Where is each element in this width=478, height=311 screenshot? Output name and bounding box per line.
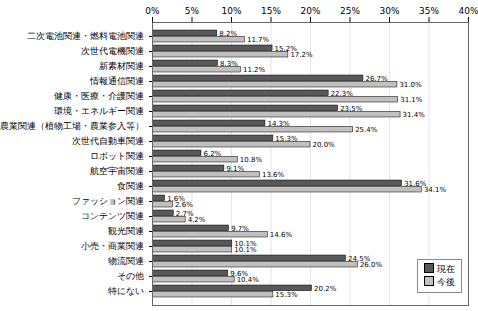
- svg-text:15%: 15%: [261, 6, 281, 16]
- svg-text:物流関連: 物流関連: [108, 256, 144, 266]
- svg-text:11.7%: 11.7%: [247, 36, 270, 44]
- svg-text:観光関連: 観光関連: [108, 226, 144, 236]
- svg-text:31.1%: 31.1%: [400, 96, 423, 104]
- svg-text:26.0%: 26.0%: [360, 261, 383, 269]
- svg-text:その他: その他: [117, 271, 144, 281]
- svg-text:25%: 25%: [340, 6, 360, 16]
- svg-text:15.2%: 15.2%: [274, 44, 297, 53]
- svg-text:コンテンツ関連: コンテンツ関連: [81, 211, 144, 221]
- svg-text:9.7%: 9.7%: [231, 224, 249, 233]
- svg-text:ロボット関連: ロボット関連: [90, 151, 144, 161]
- svg-text:10.1%: 10.1%: [234, 246, 257, 254]
- svg-text:24.5%: 24.5%: [348, 254, 371, 263]
- svg-text:30%: 30%: [379, 6, 399, 16]
- html-text:現在: 現在: [437, 264, 455, 274]
- svg-text:34.1%: 34.1%: [424, 186, 447, 194]
- svg-text:9.1%: 9.1%: [226, 164, 245, 173]
- svg-text:31.0%: 31.0%: [399, 81, 422, 89]
- svg-text:26.7%: 26.7%: [365, 74, 388, 83]
- svg-text:次世代自動車関連: 次世代自動車関連: [72, 136, 144, 146]
- svg-text:8.2%: 8.2%: [219, 29, 238, 38]
- svg-text:10.1%: 10.1%: [234, 239, 257, 248]
- svg-text:0%: 0%: [145, 6, 160, 16]
- svg-text:健康・医療・介護関連: 健康・医療・介護関連: [54, 91, 144, 101]
- svg-text:22.3%: 22.3%: [330, 89, 353, 98]
- svg-text:新素材関連: 新素材関連: [99, 61, 144, 71]
- svg-text:11.2%: 11.2%: [243, 66, 266, 74]
- svg-text:5%: 5%: [185, 6, 200, 16]
- svg-text:6.2%: 6.2%: [203, 149, 222, 158]
- svg-text:40%: 40%: [458, 6, 478, 16]
- svg-text:2.7%: 2.7%: [175, 209, 194, 218]
- svg-text:1.6%: 1.6%: [167, 194, 185, 203]
- svg-text:31.6%: 31.6%: [404, 179, 427, 188]
- svg-text:31.4%: 31.4%: [403, 111, 426, 119]
- svg-text:10.4%: 10.4%: [237, 276, 260, 284]
- svg-text:20.0%: 20.0%: [313, 141, 336, 149]
- svg-text:14.3%: 14.3%: [267, 119, 290, 128]
- svg-text:二次電池関連・燃料電池関連: 二次電池関連・燃料電池関連: [27, 31, 144, 41]
- svg-text:次世代電機関連: 次世代電機関連: [81, 46, 144, 56]
- svg-text:2.6%: 2.6%: [175, 201, 193, 209]
- svg-text:食関連: 食関連: [117, 181, 144, 191]
- svg-text:35%: 35%: [419, 6, 439, 16]
- html-text:今後: 今後: [437, 277, 455, 287]
- svg-text:4.2%: 4.2%: [188, 216, 206, 224]
- svg-text:特にない: 特にない: [108, 286, 144, 296]
- svg-text:ファッション関連: ファッション関連: [72, 196, 144, 206]
- svg-text:情報通信関連: 情報通信関連: [89, 76, 144, 86]
- svg-text:20%: 20%: [300, 6, 320, 16]
- svg-text:環境・エネルギー関連: 環境・エネルギー関連: [54, 106, 144, 116]
- svg-text:20.2%: 20.2%: [314, 285, 337, 293]
- svg-text:23.5%: 23.5%: [340, 104, 363, 113]
- svg-text:15.3%: 15.3%: [275, 134, 298, 143]
- svg-text:9.6%: 9.6%: [230, 269, 249, 278]
- svg-text:17.2%: 17.2%: [290, 51, 313, 59]
- svg-text:10%: 10%: [221, 6, 241, 16]
- svg-text:農業関連（植物工場・農業参入等）: 農業関連（植物工場・農業参入等）: [0, 121, 144, 131]
- svg-text:15.3%: 15.3%: [275, 291, 298, 299]
- svg-text:航空宇宙関連: 航空宇宙関連: [90, 166, 144, 176]
- svg-text:10.8%: 10.8%: [240, 156, 263, 164]
- svg-text:8.3%: 8.3%: [220, 59, 238, 68]
- svg-text:14.6%: 14.6%: [270, 231, 293, 239]
- svg-text:小売・商業関連: 小売・商業関連: [81, 241, 144, 251]
- svg-text:13.6%: 13.6%: [262, 171, 285, 179]
- svg-text:25.4%: 25.4%: [355, 126, 378, 134]
